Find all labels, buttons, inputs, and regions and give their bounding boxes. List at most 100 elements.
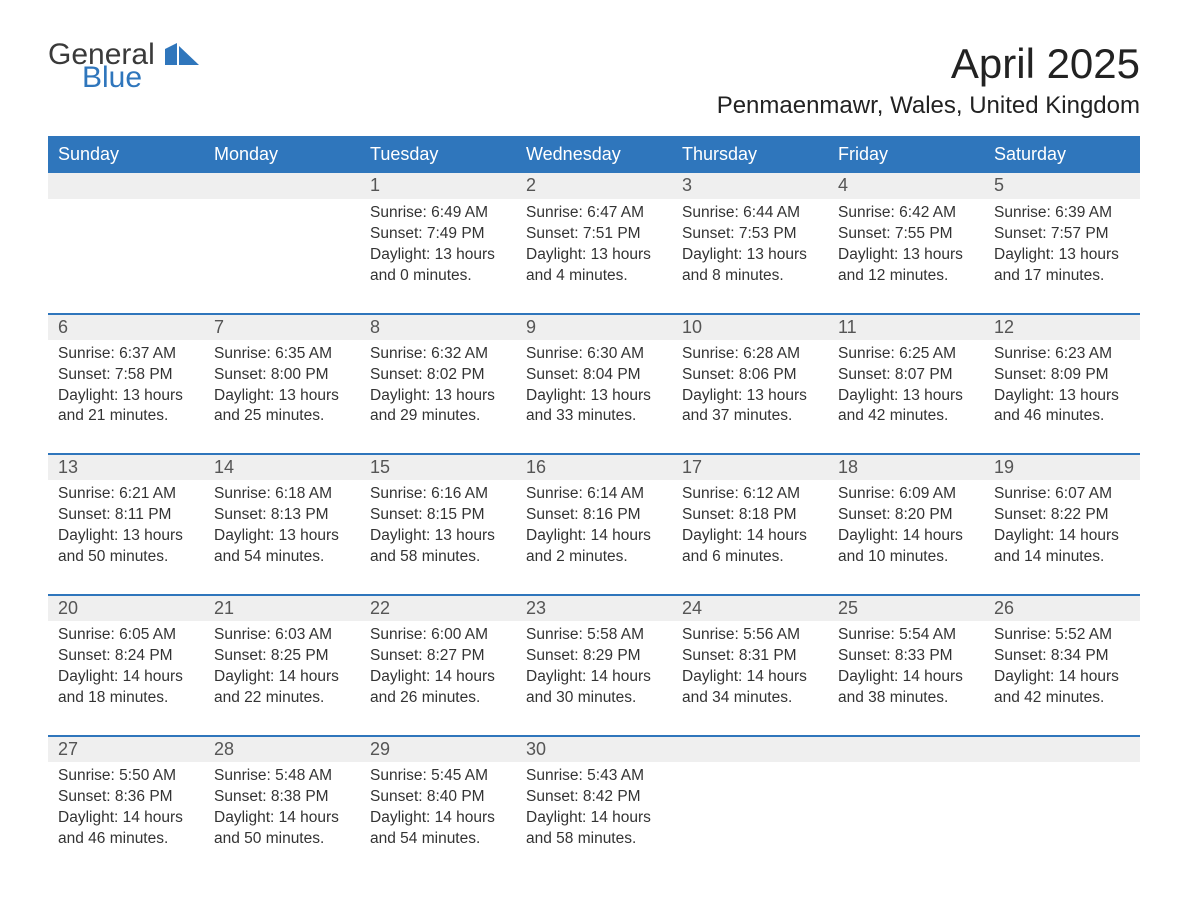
day-number-cell: 22 [360,595,516,621]
daylight-line: Daylight: 13 hours and 29 minutes. [370,386,506,428]
daylight-line: Daylight: 14 hours and 18 minutes. [58,667,194,709]
day-data-cell: Sunrise: 6:35 AMSunset: 8:00 PMDaylight:… [204,340,360,455]
sunset-line: Sunset: 7:57 PM [994,224,1130,245]
daylight-line: Daylight: 14 hours and 54 minutes. [370,808,506,850]
sunrise-line: Sunrise: 6:32 AM [370,344,506,365]
sunrise-line: Sunrise: 6:18 AM [214,484,350,505]
day-data-row: Sunrise: 6:49 AMSunset: 7:49 PMDaylight:… [48,199,1140,314]
weekday-header: Friday [828,136,984,173]
day-data-cell: Sunrise: 5:52 AMSunset: 8:34 PMDaylight:… [984,621,1140,736]
sunset-line: Sunset: 8:38 PM [214,787,350,808]
sunrise-line: Sunrise: 6:07 AM [994,484,1130,505]
day-data-cell: Sunrise: 6:49 AMSunset: 7:49 PMDaylight:… [360,199,516,314]
day-data-cell: Sunrise: 6:16 AMSunset: 8:15 PMDaylight:… [360,480,516,595]
sunset-line: Sunset: 8:31 PM [682,646,818,667]
daylight-line: Daylight: 13 hours and 4 minutes. [526,245,662,287]
sunset-line: Sunset: 7:51 PM [526,224,662,245]
daylight-line: Daylight: 13 hours and 0 minutes. [370,245,506,287]
day-data-cell: Sunrise: 6:30 AMSunset: 8:04 PMDaylight:… [516,340,672,455]
day-number-cell [48,173,204,199]
sunrise-line: Sunrise: 6:21 AM [58,484,194,505]
brand-line2: Blue [82,63,199,93]
sunrise-line: Sunrise: 6:23 AM [994,344,1130,365]
day-number-cell: 7 [204,314,360,340]
sunrise-line: Sunrise: 5:45 AM [370,766,506,787]
day-number-cell: 25 [828,595,984,621]
weekday-header: Wednesday [516,136,672,173]
day-number-cell [672,736,828,762]
day-number-cell: 19 [984,454,1140,480]
day-data-cell: Sunrise: 5:45 AMSunset: 8:40 PMDaylight:… [360,762,516,876]
day-number-row: 12345 [48,173,1140,199]
daylight-line: Daylight: 13 hours and 17 minutes. [994,245,1130,287]
day-number-cell: 21 [204,595,360,621]
sunset-line: Sunset: 8:42 PM [526,787,662,808]
sunset-line: Sunset: 8:24 PM [58,646,194,667]
day-number-cell: 5 [984,173,1140,199]
daylight-line: Daylight: 13 hours and 25 minutes. [214,386,350,428]
day-data-cell [984,762,1140,876]
daylight-line: Daylight: 14 hours and 50 minutes. [214,808,350,850]
sunset-line: Sunset: 7:55 PM [838,224,974,245]
sunset-line: Sunset: 7:58 PM [58,365,194,386]
day-number-cell: 6 [48,314,204,340]
weekday-header: Saturday [984,136,1140,173]
sunrise-line: Sunrise: 5:52 AM [994,625,1130,646]
day-data-cell: Sunrise: 6:00 AMSunset: 8:27 PMDaylight:… [360,621,516,736]
sunset-line: Sunset: 8:02 PM [370,365,506,386]
day-number-cell: 15 [360,454,516,480]
sunset-line: Sunset: 8:04 PM [526,365,662,386]
day-number-cell: 8 [360,314,516,340]
sunrise-line: Sunrise: 6:05 AM [58,625,194,646]
daylight-line: Daylight: 13 hours and 54 minutes. [214,526,350,568]
day-data-cell: Sunrise: 6:03 AMSunset: 8:25 PMDaylight:… [204,621,360,736]
sunrise-line: Sunrise: 6:30 AM [526,344,662,365]
location-subtitle: Penmaenmawr, Wales, United Kingdom [717,92,1140,120]
daylight-line: Daylight: 14 hours and 14 minutes. [994,526,1130,568]
day-data-cell: Sunrise: 6:44 AMSunset: 7:53 PMDaylight:… [672,199,828,314]
sunset-line: Sunset: 8:16 PM [526,505,662,526]
weekday-header: Thursday [672,136,828,173]
weekday-header: Monday [204,136,360,173]
day-data-cell [48,199,204,314]
day-data-cell: Sunrise: 6:32 AMSunset: 8:02 PMDaylight:… [360,340,516,455]
sunset-line: Sunset: 8:22 PM [994,505,1130,526]
sunset-line: Sunset: 8:11 PM [58,505,194,526]
sunrise-line: Sunrise: 6:14 AM [526,484,662,505]
day-data-row: Sunrise: 6:21 AMSunset: 8:11 PM Daylight:… [48,480,1140,595]
day-data-row: Sunrise: 6:37 AMSunset: 7:58 PMDaylight:… [48,340,1140,455]
day-number-cell: 12 [984,314,1140,340]
weekday-header: Tuesday [360,136,516,173]
day-data-cell: Sunrise: 6:47 AMSunset: 7:51 PMDaylight:… [516,199,672,314]
sunrise-line: Sunrise: 6:47 AM [526,203,662,224]
weekday-header: Sunday [48,136,204,173]
day-data-cell: Sunrise: 5:43 AMSunset: 8:42 PMDaylight:… [516,762,672,876]
day-data-cell: Sunrise: 5:58 AMSunset: 8:29 PMDaylight:… [516,621,672,736]
day-number-row: 20212223242526 [48,595,1140,621]
daylight-line: Daylight: 13 hours and 37 minutes. [682,386,818,428]
day-number-cell: 1 [360,173,516,199]
day-data-cell: Sunrise: 6:07 AMSunset: 8:22 PMDaylight:… [984,480,1140,595]
daylight-line: Daylight: 13 hours and 58 minutes. [370,526,506,568]
sunset-line: Sunset: 8:20 PM [838,505,974,526]
sunset-line: Sunset: 8:00 PM [214,365,350,386]
day-data-cell: Sunrise: 5:50 AMSunset: 8:36 PMDaylight:… [48,762,204,876]
header: General Blue April 2025 Penmaenmawr, Wal… [48,40,1140,130]
daylight-line: Daylight: 14 hours and 22 minutes. [214,667,350,709]
day-number-cell: 4 [828,173,984,199]
day-number-cell [204,173,360,199]
day-number-cell: 23 [516,595,672,621]
sunset-line: Sunset: 8:40 PM [370,787,506,808]
daylight-line: Daylight: 14 hours and 6 minutes. [682,526,818,568]
day-data-cell [672,762,828,876]
day-data-cell: Sunrise: 6:39 AMSunset: 7:57 PMDaylight:… [984,199,1140,314]
sunset-line: Sunset: 8:25 PM [214,646,350,667]
day-number-cell: 11 [828,314,984,340]
brand-logo: General Blue [48,40,199,93]
day-number-cell: 13 [48,454,204,480]
day-data-cell: Sunrise: 6:05 AMSunset: 8:24 PMDaylight:… [48,621,204,736]
sunrise-line: Sunrise: 6:16 AM [370,484,506,505]
day-number-cell: 18 [828,454,984,480]
sunset-line: Sunset: 8:33 PM [838,646,974,667]
day-data-cell: Sunrise: 6:12 AMSunset: 8:18 PMDaylight:… [672,480,828,595]
